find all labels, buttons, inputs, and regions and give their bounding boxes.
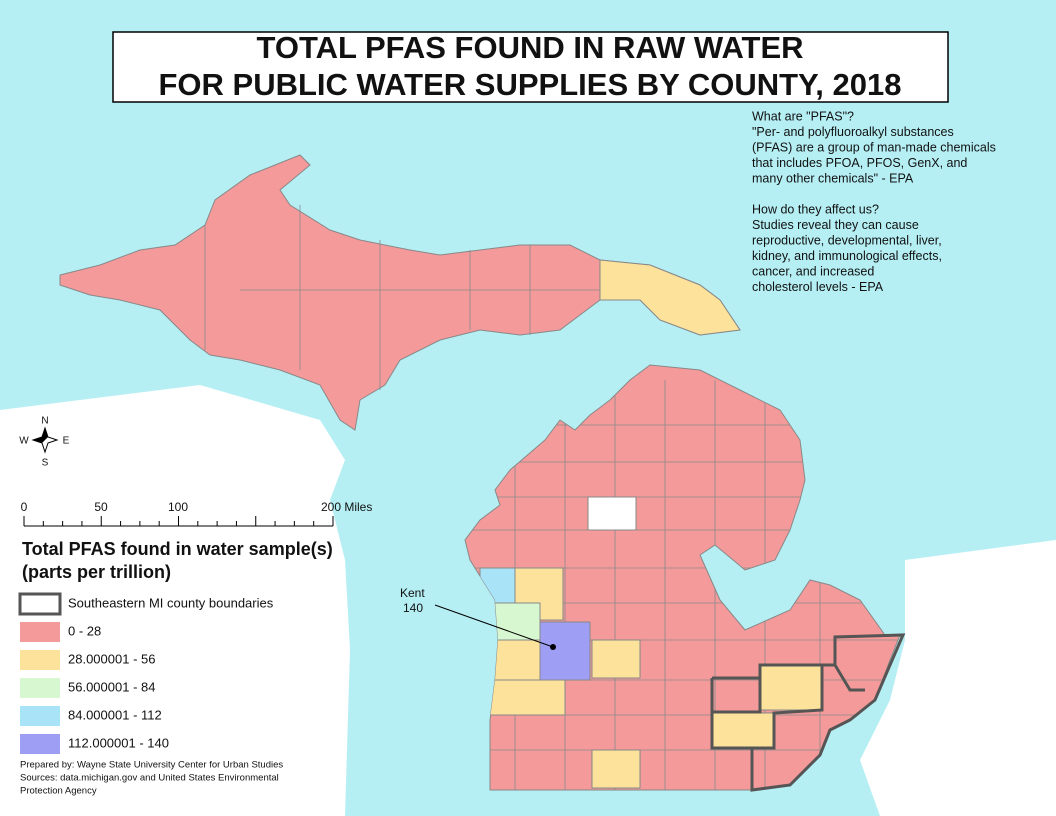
legend-title: Total PFAS found in water sample(s) <box>22 539 333 559</box>
info-line: Studies reveal they can cause <box>752 218 919 232</box>
info-line: many other chemicals" - EPA <box>752 171 914 185</box>
se-outline <box>710 633 906 792</box>
se-outline <box>752 665 824 750</box>
callout-leader <box>434 604 554 648</box>
up-county-lines <box>204 205 600 390</box>
county <box>711 712 775 749</box>
info-line: cancer, and increased <box>752 264 874 278</box>
county <box>599 259 741 336</box>
info-line: How do they affect us? <box>752 202 879 216</box>
county-no-data <box>587 496 637 531</box>
title-box <box>112 31 949 103</box>
scale-label: 0 <box>21 500 28 514</box>
scale-label: 200 Miles <box>321 500 372 514</box>
scale-label: 50 <box>94 500 108 514</box>
wisconsin <box>0 385 350 816</box>
compass-s: S <box>42 458 49 469</box>
ontario <box>860 540 1056 816</box>
legend-swatch <box>20 622 60 642</box>
info-line: What are "PFAS"? <box>752 109 854 123</box>
callout-value: 140 <box>403 601 423 615</box>
compass-e: E <box>63 436 70 447</box>
compass-n: N <box>41 416 48 427</box>
compass-w: W <box>19 436 29 447</box>
scale-label: 100 <box>168 500 188 514</box>
county <box>759 664 823 711</box>
callout-name: Kent <box>400 586 425 600</box>
info-line: that includes PFOA, PFOS, GenX, and <box>752 156 967 170</box>
se-outline <box>712 678 762 714</box>
credit-line: Sources: data.michigan.gov and United St… <box>20 773 279 784</box>
legend-label: Southeastern MI county boundaries <box>68 595 274 610</box>
compass-rose <box>31 426 59 454</box>
legend-label: 0 - 28 <box>68 623 101 638</box>
legend-label: 28.000001 - 56 <box>68 651 155 666</box>
legend-title: (parts per trillion) <box>22 562 171 582</box>
legend-swatch <box>20 650 60 670</box>
legend-swatch-outline <box>18 592 62 616</box>
credit-line: Prepared by: Wayne State University Cent… <box>20 760 283 771</box>
info-line: "Per- and polyfluoroalkyl substances <box>752 125 954 139</box>
legend-label: 56.000001 - 84 <box>68 679 155 694</box>
credit-line: Protection Agency <box>20 786 97 797</box>
info-line: (PFAS) are a group of man-made chemicals <box>752 140 996 154</box>
title-line: FOR PUBLIC WATER SUPPLIES BY COUNTY, 201… <box>159 67 902 102</box>
se-boundaries <box>710 633 906 792</box>
legend-swatch <box>20 734 60 754</box>
info-line: reproductive, developmental, liver, <box>752 233 942 247</box>
info-line: kidney, and immunological effects, <box>752 249 942 263</box>
legend-swatch <box>20 706 60 726</box>
callout-dot <box>550 644 556 650</box>
legend-label: 112.000001 - 140 <box>68 735 169 750</box>
county <box>591 639 641 679</box>
legend-swatch <box>20 678 60 698</box>
info-line: cholesterol levels - EPA <box>752 280 884 294</box>
legend-label: 84.000001 - 112 <box>68 707 162 722</box>
se-outline <box>833 664 865 692</box>
title-line: TOTAL PFAS FOUND IN RAW WATER <box>256 30 803 65</box>
county-kent <box>539 621 591 681</box>
compass-star-dark <box>33 428 48 443</box>
county <box>591 749 641 789</box>
